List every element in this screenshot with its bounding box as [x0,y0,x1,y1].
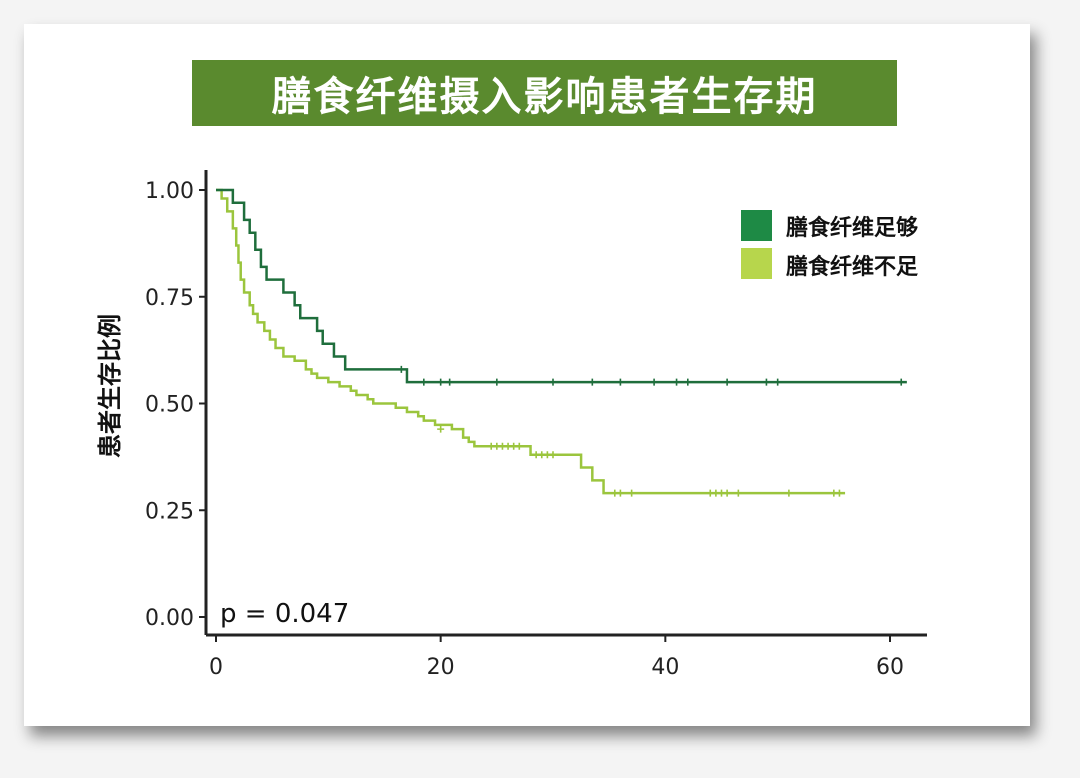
y-tick-label: 0.25 [145,499,194,524]
censor-mark [446,378,454,386]
censor-mark [616,378,624,386]
censor-mark [588,378,596,386]
censor-mark [723,489,731,497]
censor-mark [835,489,843,497]
x-tick-label: 20 [427,655,455,680]
censor-mark [684,378,692,386]
legend: 膳食纤维足够 膳食纤维不足 [741,210,918,280]
censor-mark [723,378,731,386]
censor-mark [762,378,770,386]
censor-mark [650,378,658,386]
legend-swatch-adequate [741,210,772,241]
censor-mark [616,489,624,497]
censor-mark [734,489,742,497]
y-tick-label: 0.75 [145,286,194,311]
censor-mark [785,489,793,497]
y-tick-label: 0.00 [145,606,194,631]
censor-mark [628,489,636,497]
survival-curve-insufficient [216,188,846,495]
y-tick-label: 0.50 [145,393,194,418]
censor-mark [549,451,557,459]
figure-card [24,24,1030,726]
censor-mark [897,378,905,386]
title-banner: 膳食纤维摄入影响患者生存期 [192,60,897,126]
x-tick-label: 60 [876,655,904,680]
censor-mark [673,378,681,386]
censor-mark [420,378,428,386]
x-tick-label: 0 [209,655,223,680]
censor-mark [437,425,445,433]
survival-curve-adequate [216,188,907,384]
chart-title: 膳食纤维摄入影响患者生存期 [271,74,818,120]
censor-mark [549,378,557,386]
censor-mark [774,378,782,386]
censor-mark [493,378,501,386]
x-tick-label: 40 [651,655,679,680]
p-value-annotation: p = 0.047 [220,599,349,629]
y-axis-label: 患者生存比例 [96,314,124,458]
legend-label-adequate: 膳食纤维足够 [786,215,918,241]
legend-label-insufficient: 膳食纤维不足 [786,254,918,280]
y-tick-label: 1.00 [145,179,194,204]
censor-mark [515,442,523,450]
legend-swatch-insufficient [741,248,772,279]
censor-mark [397,365,405,373]
censor-mark [437,378,445,386]
